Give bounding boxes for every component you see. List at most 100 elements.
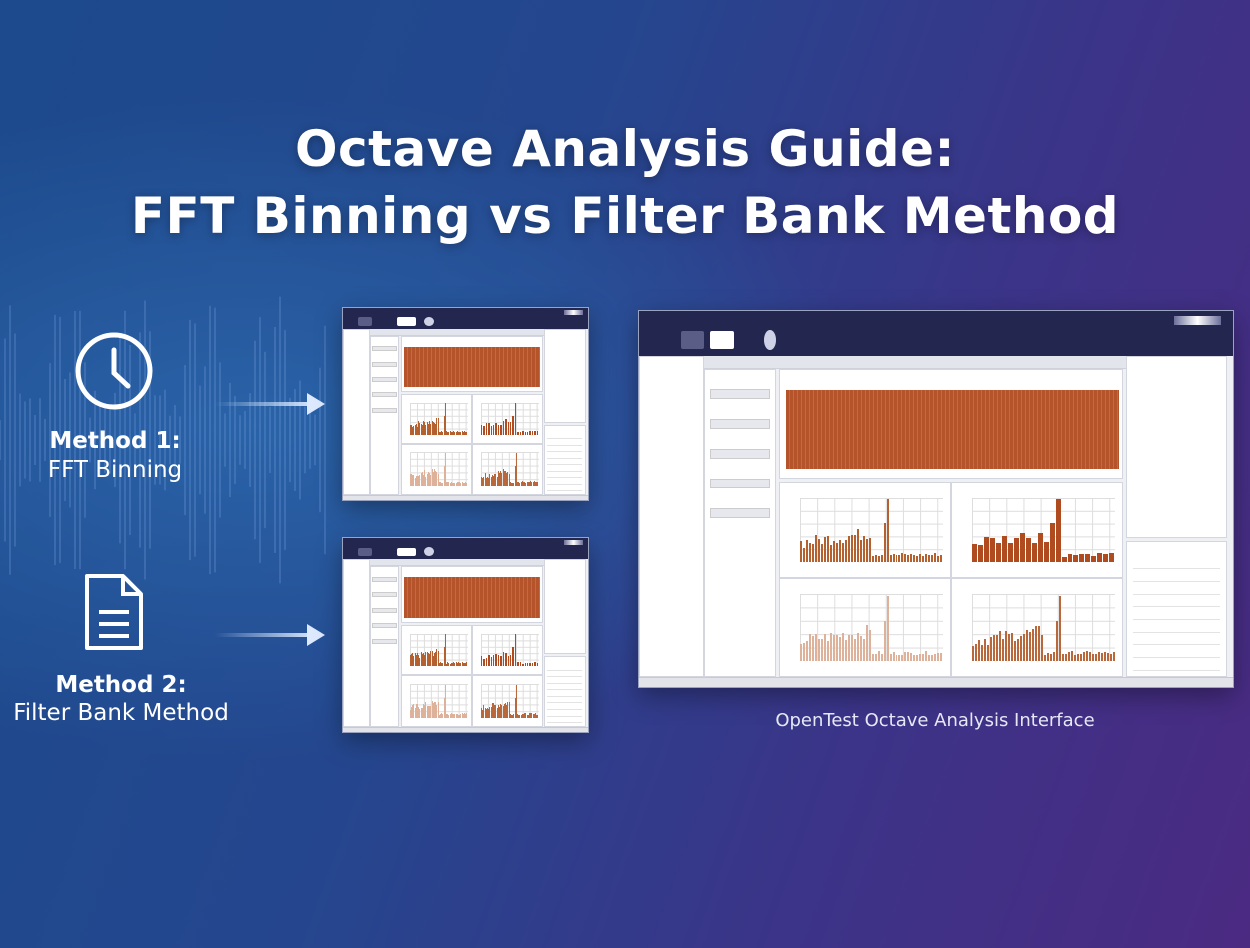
chart-bar	[817, 639, 820, 661]
chart-bars	[409, 634, 468, 667]
chart-bar	[871, 556, 874, 562]
list-item	[547, 706, 583, 710]
list-item	[547, 699, 583, 704]
results-list	[543, 424, 586, 495]
list-item	[1133, 637, 1221, 646]
chart-bar	[931, 554, 934, 562]
chart-bar	[1043, 542, 1049, 562]
settings-field	[372, 592, 397, 598]
chart-bar	[1112, 652, 1115, 661]
chart-bar	[972, 543, 978, 562]
chart-bar	[972, 645, 975, 661]
chart-bar	[996, 634, 999, 661]
status-bar	[639, 677, 1233, 687]
chart-bar	[996, 543, 1002, 562]
chart-bar	[1091, 556, 1097, 562]
chart-bar	[877, 556, 880, 562]
chart-bar	[1067, 651, 1070, 661]
chart-bar	[1037, 533, 1043, 562]
chart-bar	[495, 654, 497, 667]
chart-bar	[937, 556, 940, 562]
list-item	[547, 719, 583, 724]
chart-bar	[990, 637, 993, 661]
chart-bar	[495, 423, 497, 435]
window-header	[639, 311, 1233, 357]
chart-bar	[800, 644, 802, 661]
chart-bar	[1025, 629, 1028, 661]
chart-bar	[500, 424, 502, 435]
toolbar-button	[357, 317, 373, 326]
chart-bar	[877, 651, 880, 661]
toolbar-button	[357, 547, 373, 557]
chart-bar	[1046, 652, 1049, 661]
chart-bar	[1097, 652, 1100, 661]
chart-bar	[490, 426, 493, 435]
chart-bar	[883, 523, 886, 562]
explorer-panel	[1126, 356, 1228, 539]
chart-bar	[536, 430, 539, 435]
chart-bar	[1085, 651, 1088, 661]
third-octave-chart	[400, 443, 472, 495]
chart-bar	[922, 654, 925, 661]
chart-bar	[913, 554, 916, 562]
chart-bar	[502, 420, 505, 435]
chart-bar	[907, 555, 910, 562]
settings-field	[372, 346, 397, 352]
chart-bar	[841, 633, 844, 661]
chart-bar	[483, 658, 485, 667]
spectrum-panel	[778, 369, 1124, 479]
chart-bar	[987, 644, 990, 661]
chart-bar	[1002, 639, 1005, 661]
chart-bar	[1017, 639, 1020, 661]
settings-panel	[704, 369, 776, 678]
list-item	[547, 481, 583, 485]
chart-bar	[1028, 631, 1031, 661]
interface-caption: OpenTest Octave Analysis Interface	[775, 710, 1095, 731]
chart-bar	[517, 431, 519, 435]
chart-bars	[800, 594, 943, 661]
settings-field	[372, 638, 397, 644]
chart-bar	[531, 663, 534, 667]
chart-bar	[892, 651, 895, 661]
status-bar	[343, 494, 588, 500]
chart-bar	[880, 654, 883, 661]
chart-bar	[802, 642, 805, 661]
chart-bar	[524, 432, 526, 435]
clock-icon	[75, 332, 153, 410]
chart-bar	[984, 537, 990, 562]
chart-bar	[814, 633, 817, 661]
chart-bar	[844, 639, 847, 661]
settings-field	[372, 607, 397, 613]
chart-bar	[497, 654, 500, 667]
list-item	[547, 487, 583, 492]
chart-bar	[1055, 620, 1058, 661]
chart-bar	[874, 654, 877, 661]
chart-bar	[832, 635, 835, 661]
octave-bands-chart	[950, 481, 1124, 578]
chart-bar	[512, 646, 514, 667]
chart-bar	[1031, 542, 1037, 562]
chart-bar	[850, 535, 853, 562]
window-body	[343, 559, 588, 732]
chart-bar	[817, 538, 820, 562]
chart-bar	[1013, 537, 1019, 562]
chart-bar	[856, 632, 859, 661]
chart-bar	[886, 499, 889, 562]
chart-bar	[526, 663, 529, 667]
chart-bar	[984, 639, 987, 661]
spectrum-bars	[404, 346, 541, 387]
chart-bar	[862, 536, 865, 562]
chart-bar	[865, 625, 868, 661]
chart-bar	[1037, 626, 1040, 661]
chart-bar	[526, 431, 529, 435]
chart-bar	[805, 641, 808, 661]
results-list	[543, 656, 586, 727]
chart-bar	[853, 535, 856, 562]
chart-bar	[925, 554, 928, 562]
chart-bar	[862, 638, 865, 661]
chart-bar	[937, 652, 940, 661]
chart-bar	[529, 430, 531, 435]
chart-bars	[480, 403, 539, 435]
chart-bar	[1100, 653, 1103, 661]
chart-bar	[934, 654, 937, 661]
